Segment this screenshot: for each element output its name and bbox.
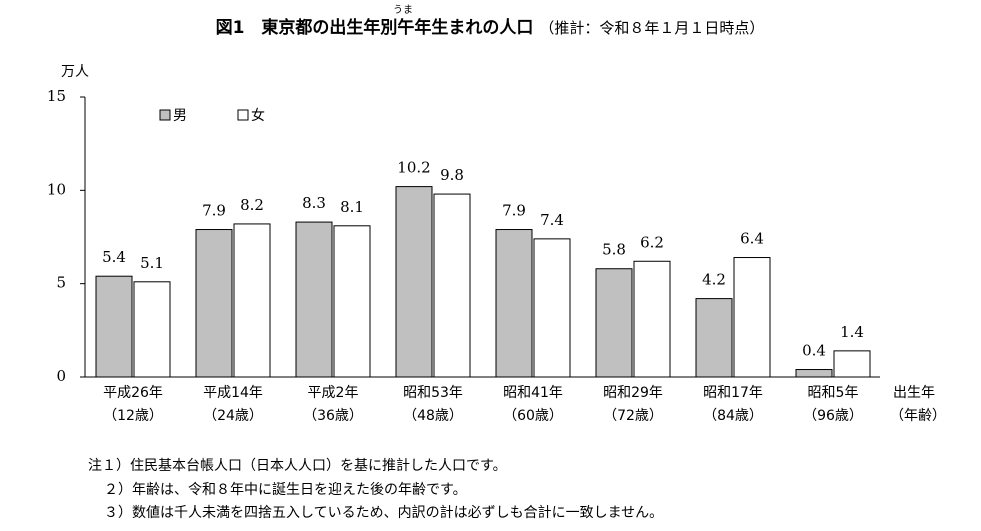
y-tick-label: 5	[56, 274, 66, 292]
x-tick-sublabel: （48歳）	[403, 408, 463, 424]
bar	[233, 223, 271, 378]
x-tick-sublabel: （24歳）	[203, 408, 263, 424]
title-line: 図1 東京都の出生年別午年生まれの人口 （推計：令和８年１月１日時点）	[216, 17, 765, 38]
data-label: 5.8	[602, 241, 626, 259]
bar	[495, 229, 533, 378]
data-label: 5.4	[102, 248, 126, 266]
y-tick-label: 10	[47, 180, 66, 198]
data-label: 1.4	[840, 323, 864, 341]
data-label: 7.4	[540, 211, 564, 229]
x-tick-sublabel: （36歳）	[303, 408, 363, 424]
bar	[833, 350, 871, 378]
bar	[333, 225, 371, 378]
x-tick-label: 平成2年	[308, 385, 359, 401]
x-tick-sublabel: （60歳）	[503, 408, 563, 424]
x-tick-sublabel: （72歳）	[603, 408, 663, 424]
title-ruby: うま	[393, 4, 413, 16]
bar	[195, 229, 233, 378]
data-label: 6.2	[640, 233, 664, 251]
x-tick-sublabel: （84歳）	[703, 408, 763, 424]
legend-swatch	[159, 109, 171, 121]
bar	[695, 298, 733, 378]
bar	[795, 369, 833, 378]
x-tick-label: 昭和29年	[603, 385, 663, 401]
x-axis-label: 出生年	[893, 385, 935, 401]
x-tick-label: 平成14年	[203, 385, 263, 401]
y-tick-label: 0	[56, 367, 66, 385]
bar	[395, 186, 433, 378]
note: ３）数値は千人未満を四捨五入しているため、内訳の計は必ずしも合計に一致しません。	[104, 504, 663, 521]
bar	[533, 238, 571, 378]
legend-label: 男	[173, 108, 187, 124]
x-tick-label: 昭和41年	[503, 385, 563, 401]
note: 注１）住民基本台帳人口（日本人人口）を基に推計した人口です。	[88, 457, 507, 474]
note: ２）年齢は、令和８年中に誕生日を迎えた後の年齢です。	[104, 482, 467, 498]
bar	[633, 260, 671, 378]
legend-swatch	[237, 109, 249, 121]
chart-subtitle: （推計：令和８年１月１日時点）	[539, 19, 764, 37]
x-tick-label: 平成26年	[103, 385, 163, 401]
data-label: 0.4	[802, 342, 826, 360]
bar	[433, 193, 471, 378]
x-tick-sublabel: （12歳）	[103, 408, 163, 424]
bar	[295, 221, 333, 378]
data-label: 8.3	[302, 194, 326, 212]
x-tick-sublabel: （96歳）	[803, 408, 863, 424]
x-tick-label: 昭和53年	[403, 385, 463, 401]
y-tick-label: 15	[47, 87, 66, 105]
bar	[595, 268, 633, 378]
bar	[95, 275, 133, 378]
legend-label: 女	[251, 107, 265, 124]
data-label: 6.4	[740, 230, 764, 248]
bar	[133, 281, 171, 378]
y-axis-label: 万人	[61, 64, 89, 80]
x-axis-sublabel: （年齢）	[890, 408, 946, 424]
bar	[733, 257, 771, 378]
data-label: 7.9	[202, 202, 226, 220]
data-label: 9.8	[440, 166, 464, 184]
data-label: 4.2	[702, 271, 726, 289]
data-label: 8.2	[240, 196, 264, 214]
chart-title: 図1 東京都の出生年別午年生まれの人口	[216, 17, 534, 38]
data-label: 7.9	[502, 202, 526, 220]
x-tick-label: 昭和5年	[808, 385, 859, 401]
data-label: 5.1	[140, 254, 164, 272]
data-label: 8.1	[340, 198, 364, 216]
x-tick-label: 昭和17年	[703, 385, 763, 401]
data-label: 10.2	[397, 159, 430, 177]
